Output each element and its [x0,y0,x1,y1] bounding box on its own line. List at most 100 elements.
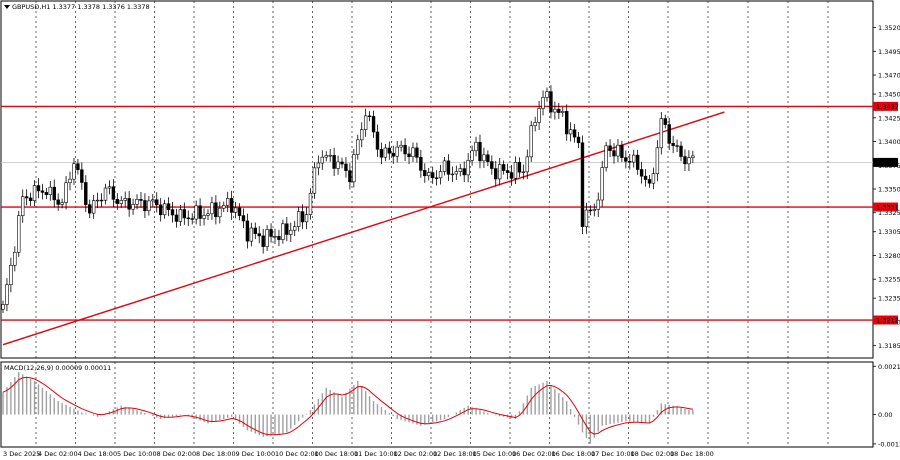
candle-body [501,164,506,171]
candle-body [324,155,328,158]
level-badge [873,202,898,212]
candle-body [446,160,451,175]
macd-pane [0,361,874,448]
candle-body [21,196,25,216]
candle-body [643,175,648,180]
x-tick-label: 8 Dec 02:00 [157,450,197,458]
candle-body [517,161,522,173]
trend-line [2,111,725,346]
candle-body [379,149,384,158]
x-tick-label: 16 Dec 02:00 [512,450,556,458]
candle-body [344,163,348,171]
candle-body [600,167,604,201]
candle-body [561,111,565,113]
candle-body [158,204,163,216]
candle-body [655,147,660,174]
candle-body [198,205,202,219]
candle-body [486,154,490,162]
candle-body [576,136,581,144]
candle-body [5,284,9,305]
x-tick-label: 12 Dec 02:00 [394,450,438,458]
candle-body [679,145,683,157]
candle-body [44,192,49,195]
x-tick-label: 12 Dec 18:00 [433,450,477,458]
candle-body [308,192,313,215]
candle-body [620,144,624,158]
candle-body [241,215,246,222]
candle-body [635,154,640,170]
candle-body [202,215,206,219]
y-tick-label: 1.3235 [878,295,900,303]
candle-body [367,115,372,117]
x-tick-label: 17 Dec 10:00 [591,450,635,458]
candle-body [166,203,171,210]
candle-body [1,304,5,310]
candle-body [624,157,628,162]
candle-body [214,202,218,218]
candle-body [419,157,423,171]
y-tick-label: 1.3425 [878,114,900,122]
candle-body [423,170,427,177]
candle-body [470,150,474,161]
current-price-label: 1.3378 [876,159,899,167]
candle-body [32,185,37,201]
candle-body [458,168,462,172]
level-label: 1.3331 [876,204,899,212]
candle-body [671,143,675,146]
candle-body [691,155,695,158]
candle-body [304,214,309,223]
candle-body [91,200,96,214]
candle-body [28,197,33,201]
candle-body [253,227,257,234]
candle-body [111,186,116,200]
candle-body [474,141,478,152]
y-tick-label: 1.3350 [878,185,900,193]
macd-y-tick-label: 0.00216 [878,363,900,371]
candle-body [541,97,545,109]
y-tick-label: 1.3400 [878,138,900,146]
candle-body [592,209,597,211]
y-tick-label: 1.3280 [878,252,900,260]
x-tick-label: 5 Dec 10:00 [117,450,157,458]
candle-body [549,91,553,113]
candle-body [375,131,380,150]
candle-body [454,171,459,175]
candle-body [628,161,632,163]
candle-body [360,129,364,141]
candle-body [320,156,325,164]
x-tick-label: 8 Dec 18:00 [196,450,236,458]
candle-body [328,155,332,157]
x-tick-label: 10 Dec 18:00 [315,450,359,458]
candle-body [273,236,277,238]
candle-body [525,156,529,173]
candle-body [647,179,652,184]
candle-body [107,186,112,189]
candle-body [332,155,336,169]
candle-body [13,251,17,266]
candle-body [194,205,198,220]
x-tick-label: 4 Dec 18:00 [78,450,118,458]
macd-signal-line [2,376,693,436]
x-tick-label: 18 Dec 18:00 [670,450,714,458]
candle-body [99,199,104,202]
candle-body [639,169,644,177]
candle-body [430,172,435,179]
candle-body [395,146,399,157]
candle-body [316,162,321,169]
candle-body [178,209,183,222]
candle-body [352,154,356,183]
candle-body [521,171,526,173]
candle-body [482,154,486,162]
level-label: 1.3212 [876,317,899,325]
candle-body [76,163,80,171]
level-badge [873,101,898,111]
candle-body [434,177,439,179]
candle-body [407,153,411,158]
candle-body [151,199,155,202]
y-tick-label: 1.3520 [878,24,900,32]
candle-body [340,161,344,165]
candle-body [72,163,76,180]
candle-body [651,173,656,184]
candle-body [616,144,620,157]
candle-body [88,204,92,214]
